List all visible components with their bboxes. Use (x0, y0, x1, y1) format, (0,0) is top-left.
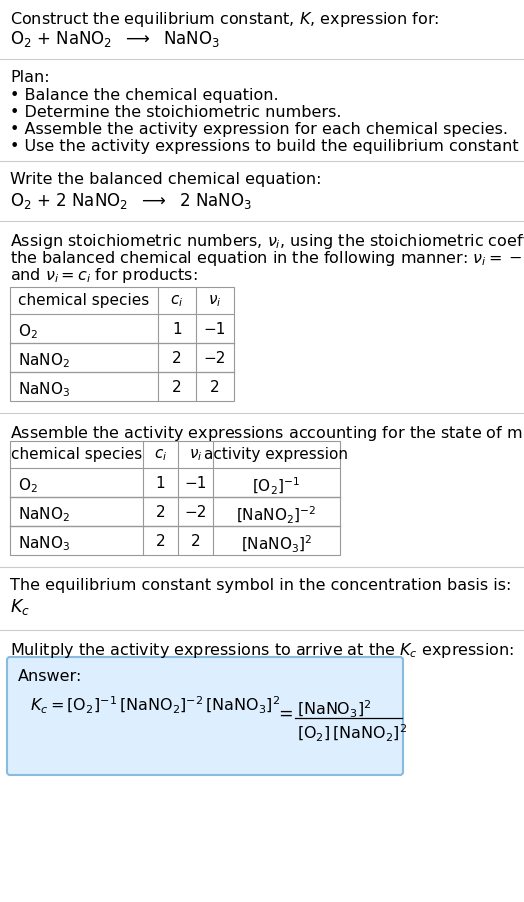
Text: • Determine the stoichiometric numbers.: • Determine the stoichiometric numbers. (10, 105, 342, 120)
Bar (10, 288, 234, 401)
Text: chemical species: chemical species (11, 446, 142, 462)
Text: 1: 1 (156, 475, 165, 491)
Text: 2: 2 (172, 351, 182, 365)
Text: • Balance the chemical equation.: • Balance the chemical equation. (10, 87, 279, 103)
Text: • Use the activity expressions to build the equilibrium constant expression.: • Use the activity expressions to build … (10, 139, 524, 154)
Text: Mulitply the activity expressions to arrive at the $K_c$ expression:: Mulitply the activity expressions to arr… (10, 640, 514, 659)
Text: NaNO$_3$: NaNO$_3$ (18, 380, 70, 399)
Text: • Assemble the activity expression for each chemical species.: • Assemble the activity expression for e… (10, 122, 508, 137)
Text: −2: −2 (184, 504, 206, 520)
Text: [NaNO$_3$]$^2$: [NaNO$_3$]$^2$ (241, 533, 312, 555)
Text: 2: 2 (172, 380, 182, 394)
Text: 2: 2 (210, 380, 220, 394)
Text: $[\mathrm{O}_2]\,[\mathrm{NaNO}_2]^2$: $[\mathrm{O}_2]\,[\mathrm{NaNO}_2]^2$ (297, 723, 407, 743)
Text: 2: 2 (156, 504, 165, 520)
Text: The equilibrium constant symbol in the concentration basis is:: The equilibrium constant symbol in the c… (10, 577, 511, 593)
Text: chemical species: chemical species (18, 292, 150, 308)
Text: −1: −1 (204, 322, 226, 336)
Text: −2: −2 (204, 351, 226, 365)
Text: $[\mathrm{NaNO}_3]^2$: $[\mathrm{NaNO}_3]^2$ (297, 698, 372, 719)
Text: $=$: $=$ (275, 704, 293, 722)
Text: Assemble the activity expressions accounting for the state of matter and $\nu_i$: Assemble the activity expressions accoun… (10, 424, 524, 443)
Text: O$_2$ + 2 NaNO$_2$  $\longrightarrow$  2 NaNO$_3$: O$_2$ + 2 NaNO$_2$ $\longrightarrow$ 2 N… (10, 191, 252, 211)
FancyBboxPatch shape (7, 658, 403, 775)
Text: 1: 1 (172, 322, 182, 336)
Text: the balanced chemical equation in the following manner: $\nu_i = -c_i$ for react: the balanced chemical equation in the fo… (10, 249, 524, 268)
Text: 2: 2 (191, 533, 200, 548)
Text: activity expression: activity expression (204, 446, 348, 462)
Text: $\nu_i$: $\nu_i$ (189, 446, 202, 462)
Text: O$_2$: O$_2$ (18, 475, 38, 494)
Text: −1: −1 (184, 475, 206, 491)
Text: Write the balanced chemical equation:: Write the balanced chemical equation: (10, 171, 322, 187)
Text: [NaNO$_2$]$^{-2}$: [NaNO$_2$]$^{-2}$ (236, 504, 316, 526)
Text: NaNO$_2$: NaNO$_2$ (18, 351, 70, 369)
Text: NaNO$_3$: NaNO$_3$ (18, 533, 70, 552)
Text: $c_i$: $c_i$ (154, 446, 167, 462)
Text: $c_i$: $c_i$ (170, 292, 183, 308)
Text: $K_c$: $K_c$ (10, 596, 30, 616)
Text: O$_2$: O$_2$ (18, 322, 38, 340)
Bar (10, 441, 340, 556)
Text: Answer:: Answer: (18, 668, 82, 683)
Text: Plan:: Plan: (10, 70, 50, 85)
Text: and $\nu_i = c_i$ for products:: and $\nu_i = c_i$ for products: (10, 266, 198, 285)
Text: $K_c = [\mathrm{O}_2]^{-1}\,[\mathrm{NaNO}_2]^{-2}\,[\mathrm{NaNO}_3]^{2}$: $K_c = [\mathrm{O}_2]^{-1}\,[\mathrm{NaN… (30, 695, 280, 715)
Text: [O$_2$]$^{-1}$: [O$_2$]$^{-1}$ (253, 475, 301, 496)
Text: Construct the equilibrium constant, $K$, expression for:: Construct the equilibrium constant, $K$,… (10, 10, 439, 29)
Text: 2: 2 (156, 533, 165, 548)
Text: $\nu_i$: $\nu_i$ (208, 292, 222, 308)
Text: Assign stoichiometric numbers, $\nu_i$, using the stoichiometric coefficients, $: Assign stoichiometric numbers, $\nu_i$, … (10, 232, 524, 251)
Text: O$_2$ + NaNO$_2$  $\longrightarrow$  NaNO$_3$: O$_2$ + NaNO$_2$ $\longrightarrow$ NaNO$… (10, 29, 220, 49)
Text: NaNO$_2$: NaNO$_2$ (18, 504, 70, 523)
